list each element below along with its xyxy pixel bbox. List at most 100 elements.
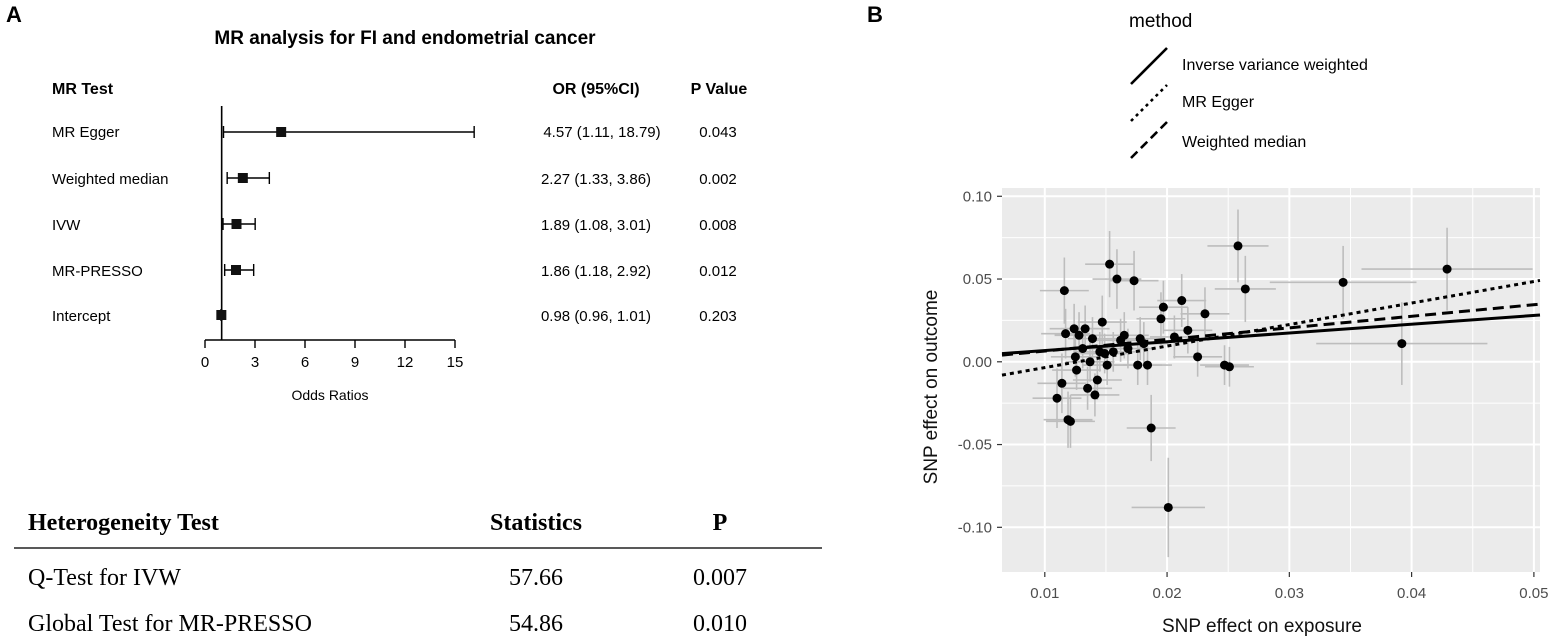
forest-p-value: 0.008 <box>699 217 737 234</box>
scatter-point <box>1074 330 1084 340</box>
scatter-point <box>1070 352 1080 362</box>
forest-tick-label: 0 <box>201 354 209 371</box>
forest-tick-label: 15 <box>447 354 464 371</box>
het-row-test: Global Test for MR-PRESSO <box>28 611 312 637</box>
scatter-point <box>1338 277 1348 287</box>
forest-row-label: Intercept <box>52 308 111 325</box>
scatter-point <box>1139 339 1149 349</box>
scatter-point <box>1080 324 1090 334</box>
scatter-point <box>1085 357 1095 367</box>
scatter-point <box>1442 264 1452 274</box>
forest-header-p: P Value <box>691 81 748 98</box>
forest-marks <box>216 106 475 340</box>
forest-tick-label: 3 <box>251 354 259 371</box>
scatter-point <box>1123 344 1133 354</box>
scatter-x-tick-label: 0.01 <box>1030 585 1059 602</box>
scatter-point <box>1061 329 1071 339</box>
forest-point <box>231 219 242 229</box>
scatter-plot: 0.01 0.02 0.03 0.04 0.05 0.10 0.05 0.00 -0.05 -0.… <box>958 188 1549 602</box>
scatter-point <box>1083 383 1093 393</box>
scatter-x-tick-label: 0.02 <box>1152 585 1181 602</box>
scatter-y-tick-label: 0.10 <box>963 188 992 205</box>
scatter-point <box>1092 375 1102 385</box>
scatter-point <box>1072 365 1082 375</box>
scatter-y-tick-label: -0.05 <box>958 437 992 454</box>
forest-row-label: Weighted median <box>52 171 168 188</box>
het-row-p: 0.007 <box>693 565 747 591</box>
forest-p-value: 0.002 <box>699 171 737 188</box>
scatter-point <box>1193 352 1203 362</box>
scatter-point <box>1052 393 1062 403</box>
forest-point <box>231 265 241 275</box>
scatter-point <box>1397 339 1407 349</box>
scatter-ticks: 0.01 0.02 0.03 0.04 0.05 0.10 0.05 0.00 -0.05 -0.… <box>958 188 1549 602</box>
forest-point <box>276 127 287 137</box>
forest-row-label: MR-PRESSO <box>52 263 143 280</box>
legend-label-weighted-median: Weighted median <box>1182 134 1306 151</box>
panel-a-letter: A <box>6 2 22 27</box>
scatter-point <box>1119 330 1129 340</box>
scatter-x-tick-label: 0.04 <box>1397 585 1426 602</box>
forest-p-value: 0.203 <box>699 308 737 325</box>
scatter-point <box>1240 284 1250 294</box>
scatter-x-label: SNP effect on exposure <box>1162 616 1362 637</box>
scatter-point <box>1156 314 1166 324</box>
scatter-point <box>1146 423 1156 433</box>
forest-header-test: MR Test <box>52 81 114 98</box>
scatter-point <box>1102 360 1112 370</box>
forest-header-or: OR (95%CI) <box>552 81 639 98</box>
scatter-point <box>1057 378 1067 388</box>
forest-tick-label: 9 <box>351 354 359 371</box>
forest-title: MR analysis for FI and endometrial cance… <box>214 28 596 49</box>
forest-or-text: 2.27 (1.33, 3.86) <box>541 171 651 188</box>
scatter-x-tick-label: 0.05 <box>1519 585 1548 602</box>
scatter-point <box>1200 309 1210 319</box>
scatter-point <box>1090 390 1100 400</box>
het-row-test: Q-Test for IVW <box>28 565 181 591</box>
scatter-x-tick-label: 0.03 <box>1275 585 1304 602</box>
scatter-y-label: SNP effect on outcome <box>921 290 942 485</box>
legend-title: method <box>1129 11 1192 32</box>
scatter-point <box>1133 360 1143 370</box>
het-header-test: Heterogeneity Test <box>28 510 219 536</box>
legend-key-weighted-median <box>1130 121 1168 159</box>
scatter-y-tick-label: 0.00 <box>963 354 992 371</box>
scatter-point <box>1108 347 1118 357</box>
scatter-point <box>1069 324 1079 334</box>
scatter-point <box>1112 274 1122 284</box>
forest-p-value: 0.012 <box>699 263 737 280</box>
scatter-point <box>1105 259 1115 269</box>
het-header-p: P <box>713 510 728 536</box>
scatter-point <box>1143 360 1153 370</box>
scatter-point <box>1169 332 1179 342</box>
forest-or-text: 1.86 (1.18, 2.92) <box>541 263 651 280</box>
scatter-point <box>1158 302 1168 312</box>
scatter-points <box>1052 241 1452 512</box>
legend-key-ivw <box>1130 47 1168 85</box>
het-row-stat: 54.86 <box>509 611 563 637</box>
scatter-y-tick-label: -0.10 <box>958 519 992 536</box>
scatter-point <box>1177 296 1187 306</box>
scatter-point <box>1224 362 1234 372</box>
scatter-point <box>1163 502 1173 512</box>
forest-tick-label: 12 <box>397 354 414 371</box>
het-row-p: 0.010 <box>693 611 747 637</box>
het-row-stat: 57.66 <box>509 565 563 591</box>
scatter-point <box>1087 334 1097 344</box>
scatter-point <box>1100 349 1110 359</box>
scatter-line-dashed <box>1001 302 1541 357</box>
scatter-point <box>1059 286 1069 296</box>
scatter-point <box>1129 276 1139 286</box>
forest-row-label: IVW <box>52 217 81 234</box>
het-header-stat: Statistics <box>490 510 582 536</box>
forest-row-label: MR Egger <box>52 124 120 141</box>
legend-key-egger <box>1130 84 1168 122</box>
scatter-grid <box>1002 188 1540 572</box>
scatter-point <box>1233 241 1243 251</box>
forest-or-text: 0.98 (0.96, 1.01) <box>541 308 651 325</box>
legend-label-ivw: Inverse variance weighted <box>1182 57 1368 74</box>
panel-b-letter: B <box>867 2 883 27</box>
forest-x-axis: 0 3 6 9 12 15 <box>201 339 464 371</box>
forest-p-value: 0.043 <box>699 124 737 141</box>
forest-or-text: 4.57 (1.11, 18.79) <box>543 124 660 141</box>
